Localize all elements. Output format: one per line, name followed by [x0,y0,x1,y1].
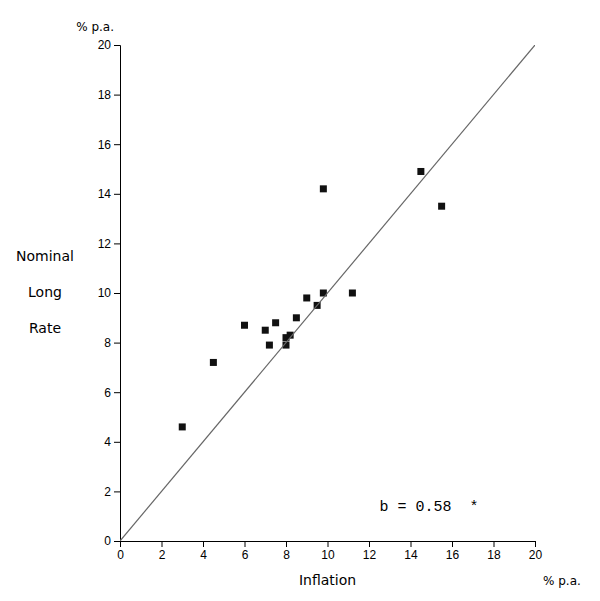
x-label: Inflation [299,572,356,588]
chart: 0 2 4 6 8 10 12 14 16 18 20 0 2 4 6 8 10 12 14 16 18 20 b = 0.… [0,0,600,601]
y-tick-label: 12 [98,237,112,251]
x-tick: 10 [321,541,335,562]
y-tick-mark [114,194,120,195]
point [349,290,356,297]
x-axis: 0 2 4 6 8 10 12 14 16 18 20 [117,541,542,562]
y-label-line: Long [28,284,62,300]
x-tick-mark [411,541,412,547]
y-tick-label: 2 [104,485,111,499]
y-tick: 18 [98,88,120,102]
line [120,45,535,541]
y-tick-label: 6 [104,386,111,400]
y-tick: 10 [98,286,120,300]
x-tick: 12 [363,541,377,562]
y-label-line: Nominal [16,248,74,264]
x-tick: 18 [487,541,501,562]
x-axis-line [121,542,536,548]
point [241,322,248,329]
y-tick-mark [114,392,120,393]
x-tick-label: 14 [404,548,418,562]
y-tick-label: 14 [98,187,112,201]
point [272,319,279,326]
y-label: Nominal Long Rate [16,248,74,336]
plot: 0 2 4 6 8 10 12 14 16 18 20 0 2 4 6 8 10 12 14 16 18 20 b = 0.… [16,20,581,588]
point [262,327,269,334]
y-tick-mark [114,491,120,492]
y-tick-mark [114,144,120,145]
x-tick: 8 [283,541,290,562]
y-tick-label: 18 [98,88,112,102]
point [320,185,327,192]
marks [120,45,535,541]
point [438,203,445,210]
x-tick-label: 2 [159,548,166,562]
y-tick: 2 [104,485,120,499]
point [293,314,300,321]
y-unit: % p.a. [76,20,114,34]
y-tick: 12 [98,237,120,251]
y-tick-label: 20 [98,38,112,52]
y-tick-label: 16 [98,138,112,152]
point [266,342,273,349]
x-tick-label: 20 [529,548,543,562]
x-tick-label: 18 [487,548,501,562]
point [303,294,310,301]
y-tick: 6 [104,386,120,400]
x-tick: 2 [159,541,166,562]
y-tick-label: 10 [98,286,112,300]
y-tick-mark [114,442,120,443]
x-tick-label: 4 [200,548,207,562]
y-tick-label: 4 [104,435,111,449]
x-tick-label: 0 [117,548,124,562]
x-tick-mark [286,541,287,547]
y-tick-mark [114,541,120,542]
x-tick-label: 12 [363,548,377,562]
y-label-line: Rate [29,320,61,336]
y-tick: 0 [104,534,120,548]
x-tick: 20 [529,541,543,562]
x-tick-mark [245,541,246,547]
y-tick-label: 8 [104,336,111,350]
y-tick-mark [114,293,120,294]
x-tick-mark [535,541,536,547]
y-tick: 4 [104,435,120,449]
point [179,423,186,430]
y-tick-mark [114,343,120,344]
annotation: b = 0.58 * [379,499,478,516]
x-tick: 14 [404,541,418,562]
x-tick: 0 [117,541,124,562]
y-tick-mark [114,243,120,244]
point [417,168,424,175]
x-tick: 4 [200,541,207,562]
x-tick-mark [494,541,495,547]
x-tick-mark [203,541,204,547]
y-tick-mark [114,95,120,96]
y-tick-mark [114,45,120,46]
x-tick-mark [369,541,370,547]
y-tick: 16 [98,138,120,152]
x-tick: 16 [446,541,460,562]
x-tick: 6 [242,541,249,562]
x-tick-label: 16 [446,548,460,562]
x-tick-label: 8 [283,548,290,562]
point [210,359,217,366]
y-tick: 20 [98,38,120,52]
x-tick-label: 6 [242,548,249,562]
x-tick-label: 10 [321,548,335,562]
x-unit: % p.a. [543,574,581,588]
x-tick-mark [162,541,163,547]
y-axis: 0 2 4 6 8 10 12 14 16 18 20 [98,38,121,548]
y-tick-label: 0 [104,534,111,548]
x-tick-mark [328,541,329,547]
y-tick: 14 [98,187,120,201]
y-axis-line [114,46,121,542]
x-tick-mark [452,541,453,547]
y-tick: 8 [104,336,120,350]
